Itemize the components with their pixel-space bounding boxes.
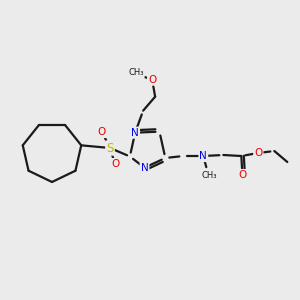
Text: O: O [238,170,246,180]
Text: S: S [106,142,114,154]
Text: O: O [111,159,119,169]
Text: O: O [148,75,156,85]
Text: O: O [254,148,262,158]
Text: CH₃: CH₃ [202,170,217,179]
Text: O: O [98,127,106,137]
Text: CH₃: CH₃ [128,68,144,77]
Text: N: N [141,163,148,173]
Text: N: N [200,151,207,161]
Text: N: N [131,128,139,138]
